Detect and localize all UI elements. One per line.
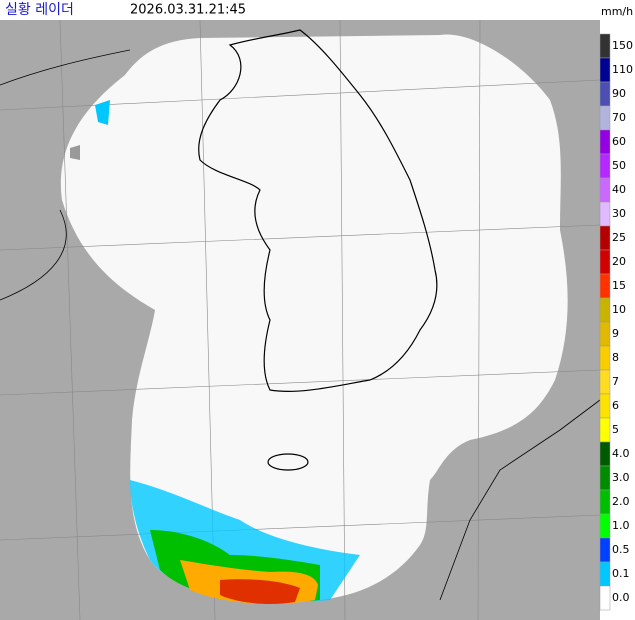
legend-swatch <box>599 513 611 539</box>
legend-label: 60 <box>612 135 626 148</box>
legend-swatch <box>599 33 611 59</box>
legend-label: 0.0 <box>612 591 630 604</box>
precipitation <box>70 100 360 604</box>
china-coast <box>0 49 131 301</box>
legend-label: 3.0 <box>612 471 630 484</box>
timestamp: 2026.03.31.21:45 <box>130 3 246 18</box>
legend-swatch <box>599 273 611 299</box>
legend-label: 30 <box>612 207 626 220</box>
map <box>0 19 601 620</box>
legend-swatch <box>599 561 611 587</box>
japan-coast <box>439 399 601 601</box>
legend-swatch <box>599 585 611 611</box>
legend-swatch <box>599 297 611 323</box>
legend-label: 5 <box>612 423 619 436</box>
legend-label: 50 <box>612 159 626 172</box>
legend-label: 8 <box>612 351 619 364</box>
legend-swatch <box>599 393 611 419</box>
legend-swatch <box>599 345 611 371</box>
legend-swatch <box>599 201 611 227</box>
legend-label: 2.0 <box>612 495 630 508</box>
legend-label: 9 <box>612 327 619 340</box>
legend-label: 20 <box>612 255 626 268</box>
legend-label: 40 <box>612 183 626 196</box>
legend-swatch <box>599 249 611 275</box>
legend-swatch <box>599 417 611 443</box>
legend-label: 150 <box>612 39 633 52</box>
legend-label: 0.1 <box>612 567 630 580</box>
legend-label: 7 <box>612 375 619 388</box>
legend-swatch <box>599 57 611 83</box>
legend-label: 110 <box>612 63 633 76</box>
legend-swatch <box>599 489 611 515</box>
legend-label: 1.0 <box>612 519 630 532</box>
legend-swatch <box>599 441 611 467</box>
legend-swatch <box>599 225 611 251</box>
legend-label: 25 <box>612 231 626 244</box>
legend-label: 70 <box>612 111 626 124</box>
legend-label: 4.0 <box>612 447 630 460</box>
legend-label: 15 <box>612 279 626 292</box>
legend-label: 6 <box>612 399 619 412</box>
legend-swatch <box>599 465 611 491</box>
legend-swatch <box>599 81 611 107</box>
jeju <box>267 453 309 471</box>
unit: mm/h <box>601 5 633 18</box>
legend-label: 10 <box>612 303 626 316</box>
legend-swatch <box>599 369 611 395</box>
legend-swatch <box>599 321 611 347</box>
legend-swatch <box>599 153 611 179</box>
legend-swatch <box>599 105 611 131</box>
legend-label: 90 <box>612 87 626 100</box>
legend-swatch <box>599 129 611 155</box>
legend-swatch <box>599 177 611 203</box>
radar-coverage <box>60 34 568 603</box>
korea-outline <box>198 29 438 392</box>
legend: 150 110 90 70 60 50 40 30 25 20 15 10 9 8 7 6 5 4.0 3.0 2.0… <box>599 33 633 611</box>
legend-label: 0.5 <box>612 543 630 556</box>
legend-swatch <box>599 537 611 563</box>
title: 실황 레이더 <box>5 2 74 18</box>
